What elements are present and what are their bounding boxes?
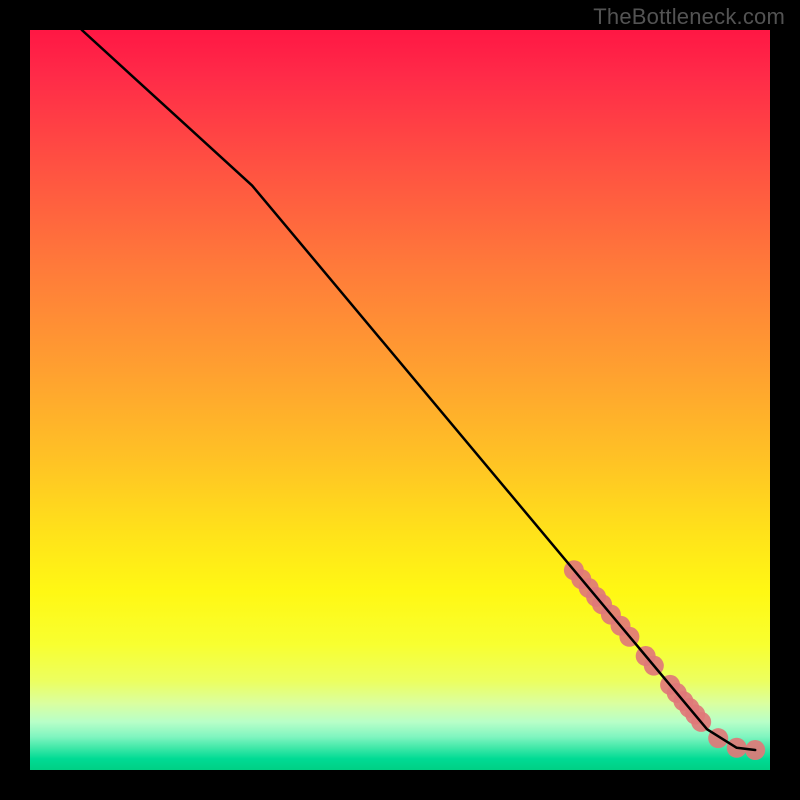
watermark-text: TheBottleneck.com	[593, 4, 785, 30]
chart-svg	[30, 30, 770, 770]
chart-area	[30, 30, 770, 770]
